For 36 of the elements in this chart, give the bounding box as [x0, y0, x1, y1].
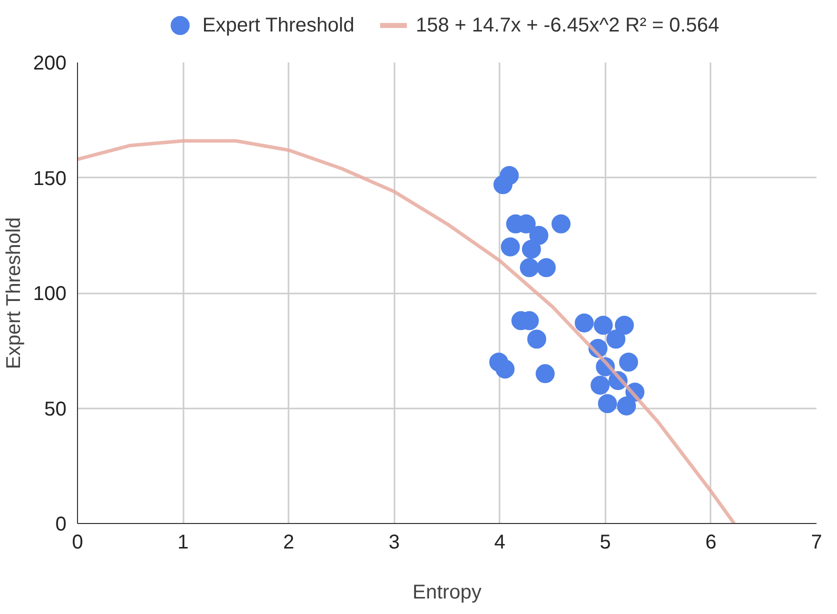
point — [552, 214, 571, 234]
x-tick-label: 4 — [494, 532, 506, 554]
point — [522, 240, 541, 259]
y-tick-label: 150 — [33, 168, 67, 190]
x-tick-label: 3 — [388, 532, 400, 554]
point — [616, 396, 636, 416]
point — [598, 394, 617, 414]
point — [619, 352, 638, 372]
point — [529, 226, 548, 245]
point — [536, 364, 555, 384]
x-tick-label: 2 — [283, 532, 294, 554]
x-axis-title: Entropy — [412, 582, 482, 604]
point — [594, 316, 613, 335]
x-tick-label: 7 — [810, 532, 822, 554]
x-tick-label: 6 — [705, 532, 716, 554]
x-tick-label: 5 — [600, 532, 611, 554]
point — [536, 258, 556, 278]
point — [606, 330, 626, 349]
x-tick-label: 1 — [178, 532, 189, 554]
y-axis-title: Expert Threshold — [3, 217, 26, 370]
point — [574, 313, 594, 332]
y-tick-label: 50 — [44, 398, 67, 420]
line-series — [78, 139, 736, 524]
point — [500, 237, 520, 256]
point — [527, 330, 546, 349]
point — [500, 166, 519, 185]
y-tick-label: 0 — [55, 514, 66, 536]
point — [520, 258, 539, 278]
point — [614, 316, 634, 335]
point — [590, 376, 610, 395]
point — [496, 360, 515, 379]
x-tick-label: 0 — [72, 532, 84, 554]
y-tick-label: 200 — [33, 52, 67, 74]
legend-label: Expert Threshold — [202, 14, 354, 36]
legend-label: 158 + 14.7x + -6.45x^2 R² = 0.564 — [416, 14, 720, 36]
y-tick-label: 100 — [33, 283, 67, 305]
